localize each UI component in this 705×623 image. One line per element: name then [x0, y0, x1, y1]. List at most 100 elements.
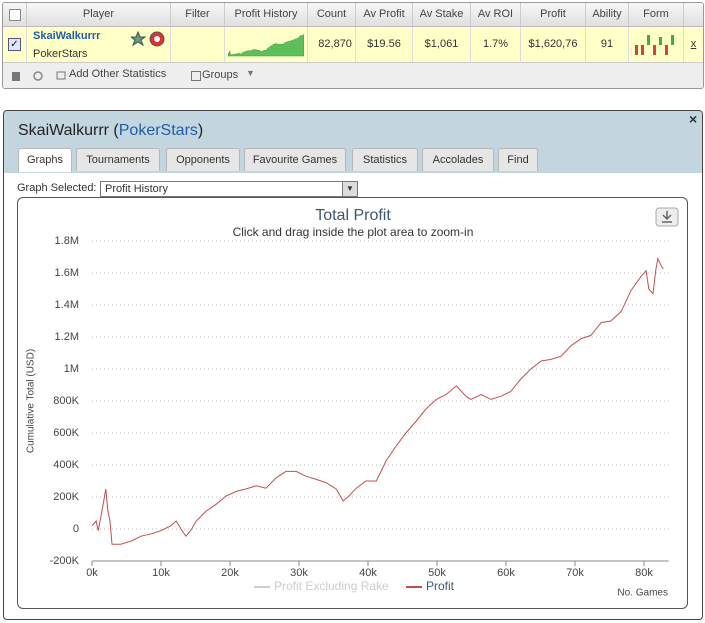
- form-bar: [653, 45, 656, 55]
- profit-cell: $1,620,76: [521, 27, 586, 63]
- av-roi-cell: 1.7%: [471, 27, 521, 63]
- profit-line: [91, 256, 664, 545]
- player-table: ✓ Player Filter Profit History Count Av Prof…: [2, 2, 704, 89]
- tab[interactable]: Accolades: [422, 148, 494, 171]
- checkbox[interactable]: [9, 9, 21, 21]
- groups-icon: [191, 71, 201, 81]
- legend-label[interactable]: Profit: [426, 579, 455, 593]
- column-header[interactable]: Profit History: [225, 3, 308, 27]
- form-bar: [659, 37, 662, 45]
- remove-cell: x: [684, 27, 703, 63]
- form-bars: [635, 35, 674, 55]
- title-paren: ): [197, 122, 204, 139]
- title-site[interactable]: PokerStars: [118, 122, 198, 139]
- trash-icon[interactable]: [12, 72, 20, 81]
- y-tick-label: 200K: [53, 491, 79, 503]
- y-tick-label: 1.4M: [55, 299, 79, 311]
- y-tick-label: 1.6M: [55, 267, 79, 279]
- player-cell: SkaiWalkurrr PokerStars: [27, 27, 171, 63]
- count: 82,870: [318, 38, 352, 50]
- row-checkbox-cell: ✓: [3, 27, 27, 63]
- form-bar: [641, 45, 644, 55]
- chip-icon-center: [154, 36, 160, 42]
- column-header[interactable]: Av Profit: [356, 3, 413, 27]
- chart-title: Total Profit: [315, 207, 391, 224]
- ability-cell: 91: [586, 27, 629, 63]
- refresh-icon[interactable]: [33, 71, 43, 81]
- form-bar: [665, 45, 668, 55]
- chart: Total Profit Click and drag inside the p…: [26, 207, 679, 599]
- profit: $1,620,76: [528, 38, 578, 50]
- star-icon: [131, 31, 147, 47]
- graph-select-value: Profit History: [105, 183, 168, 195]
- count-cell: 82,870: [308, 27, 356, 63]
- column-header[interactable]: Av Stake: [413, 3, 471, 27]
- sparkline-area: [228, 33, 304, 57]
- graph-select[interactable]: Profit History ▼: [100, 181, 358, 197]
- toolbar: Add Other Statistics Groups ▼: [3, 63, 703, 88]
- x-tick-label: 30k: [290, 567, 308, 579]
- y-tick-label: 1.2M: [55, 331, 79, 343]
- player-icons: [131, 31, 165, 47]
- form-cell: [629, 27, 684, 63]
- player-panel: SkaiWalkurrr (PokerStars) × Graphs Tourna…: [3, 110, 703, 620]
- profit-history-cell: [225, 27, 308, 63]
- column-header[interactable]: Count: [308, 3, 356, 27]
- ability: 91: [600, 38, 614, 50]
- header-filler: [684, 3, 703, 27]
- x-tick-label: 50k: [428, 567, 446, 579]
- title-player: SkaiWalkurrr: [18, 122, 109, 139]
- av-roi: 1.7%: [482, 38, 509, 50]
- toolbar-icons: [12, 71, 66, 81]
- x-tick-label: 20k: [221, 567, 239, 579]
- y-axis-label: Cumulative Total (USD): [26, 349, 37, 453]
- add-statistics-button[interactable]: Add Other Statistics: [69, 68, 167, 80]
- panel-title: SkaiWalkurrr (PokerStars): [18, 122, 203, 140]
- tab[interactable]: Find: [498, 148, 538, 171]
- column-header[interactable]: Player: [27, 3, 171, 27]
- legend-label[interactable]: Profit Excluding Rake: [274, 579, 389, 593]
- header-checkbox-cell: [3, 3, 27, 27]
- add-icon: [56, 71, 66, 80]
- form-bar: [647, 35, 650, 45]
- graph-selected-label: Graph Selected:: [17, 182, 97, 194]
- panel-header: SkaiWalkurrr (PokerStars) × Graphs Tourna…: [4, 111, 702, 173]
- column-header[interactable]: Av ROI: [471, 3, 521, 27]
- x-tick-label: 60k: [497, 567, 515, 579]
- av-profit-cell: $19.56: [356, 27, 413, 63]
- y-tick-label: 0: [73, 523, 79, 535]
- x-tick-label: 40k: [359, 567, 377, 579]
- form-bar: [671, 35, 674, 45]
- column-header[interactable]: Form: [629, 3, 684, 27]
- tab[interactable]: Favourite Games: [244, 148, 346, 171]
- groups-button[interactable]: Groups: [202, 69, 239, 81]
- tab[interactable]: Opponents: [166, 148, 240, 171]
- y-tick-label: 1M: [64, 363, 79, 375]
- y-tick-label: 800K: [53, 395, 79, 407]
- chart-subtitle: Click and drag inside the plot area to z…: [233, 225, 474, 239]
- title-paren: (: [108, 122, 119, 139]
- player-name[interactable]: SkaiWalkurrr: [33, 30, 101, 42]
- close-button[interactable]: ×: [689, 111, 698, 127]
- column-header[interactable]: Ability: [586, 3, 629, 27]
- y-tick-label: 1.8M: [55, 235, 79, 247]
- download-button[interactable]: [655, 207, 679, 227]
- groups-caret[interactable]: ▼: [246, 68, 255, 78]
- column-header[interactable]: Filter: [171, 3, 225, 27]
- x-tick-label: 0k: [86, 567, 98, 579]
- y-tick-label: -200K: [50, 555, 80, 567]
- column-header[interactable]: Profit: [521, 3, 586, 27]
- tab[interactable]: Tournaments: [76, 148, 160, 171]
- x-tick-label: 80k: [635, 567, 653, 579]
- chart-frame: Total Profit Click and drag inside the p…: [17, 197, 688, 609]
- filter-cell: [171, 27, 225, 63]
- y-tick-label: 400K: [53, 459, 79, 471]
- remove-button[interactable]: x: [690, 38, 697, 50]
- checkbox-checked[interactable]: ✓: [8, 38, 21, 51]
- av-stake-cell: $1,061: [413, 27, 471, 63]
- tab[interactable]: Graphs: [18, 148, 72, 172]
- tab[interactable]: Statistics: [352, 148, 418, 171]
- av-stake: $1,061: [424, 38, 459, 50]
- sparkline: [228, 33, 304, 57]
